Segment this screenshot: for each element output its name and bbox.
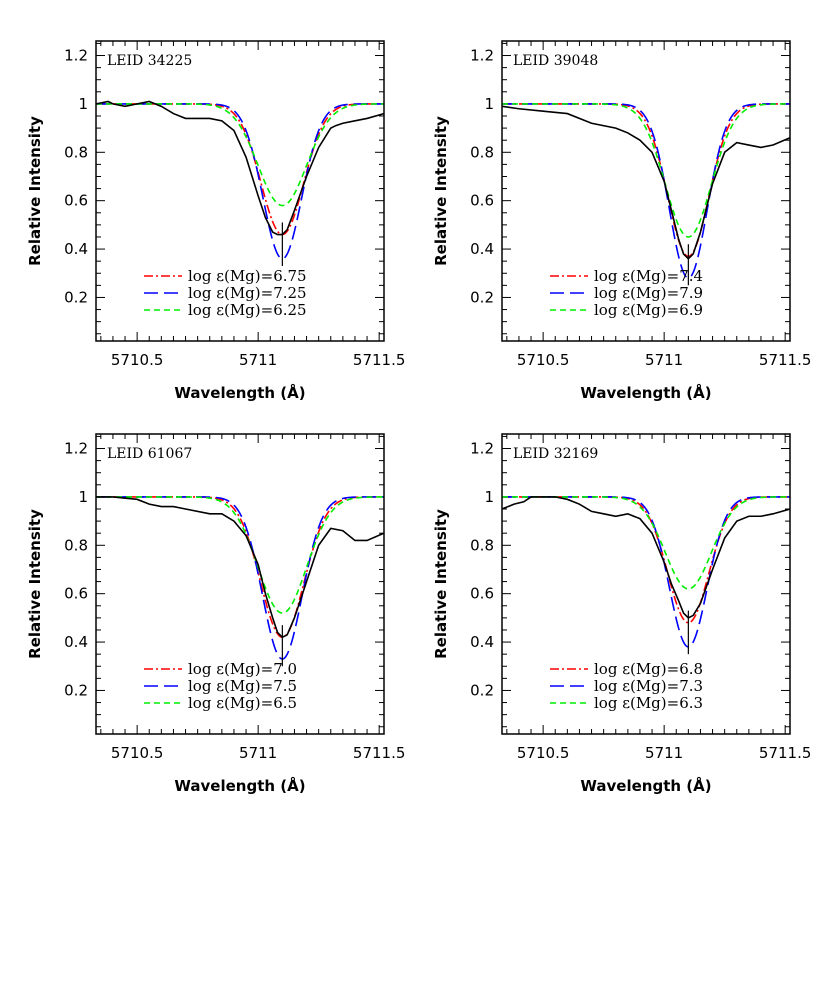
x-tick-label: 5711 — [239, 351, 277, 369]
y-tick-label: 0.8 — [64, 143, 88, 161]
observed-spectrum — [96, 496, 384, 639]
plot-frame — [95, 40, 385, 342]
y-tick-label: 0.2 — [470, 681, 494, 699]
model-curve-1 — [502, 496, 790, 624]
observed-spectrum — [502, 496, 790, 619]
model-curve-2 — [96, 496, 384, 660]
y-tick-label: 0.4 — [64, 240, 88, 258]
x-tick-label: 5711 — [645, 744, 683, 762]
x-tick-label: 5710.5 — [111, 744, 164, 762]
model-curve-1 — [96, 496, 384, 639]
y-tick-label: 1 — [78, 95, 88, 113]
legend-label-2: log ε(Mg)=7.5 — [188, 677, 297, 695]
y-tick-label: 1.2 — [470, 440, 494, 458]
model-curve-3 — [502, 496, 790, 590]
legend-label-1: log ε(Mg)=7.0 — [188, 660, 297, 678]
panel-label: LEID 39048 — [513, 53, 598, 69]
x-tick-label: 5710.5 — [517, 351, 570, 369]
y-axis-title: Relative Intensity — [26, 116, 44, 266]
model-curve-2 — [502, 496, 790, 648]
y-tick-label: 0.8 — [64, 536, 88, 554]
y-tick-label: 1 — [484, 488, 494, 506]
legend-label-2: log ε(Mg)=7.3 — [594, 677, 703, 695]
model-curve-2 — [96, 103, 384, 260]
y-tick-label: 0.6 — [64, 192, 88, 210]
plot-frame — [95, 433, 385, 735]
legend-label-2: log ε(Mg)=7.9 — [594, 284, 703, 302]
y-tick-label: 1 — [484, 95, 494, 113]
y-tick-label: 0.2 — [64, 288, 88, 306]
x-tick-label: 5710.5 — [517, 744, 570, 762]
x-tick-label: 5711.5 — [353, 744, 406, 762]
x-tick-label: 5711 — [645, 351, 683, 369]
model-curve-3 — [96, 103, 384, 207]
y-tick-label: 0.4 — [470, 240, 494, 258]
y-tick-label: 0.2 — [64, 681, 88, 699]
panel-3: 5710.5 5711 5711.5 0.2 0.4 0.6 0.8 1 1.2 Waveleng… — [26, 433, 406, 795]
panel-2: 5710.5 5711 5711.5 0.2 0.4 0.6 0.8 1 1.2 Waveleng… — [432, 40, 812, 402]
x-tick-label: 5711.5 — [353, 351, 406, 369]
panel-label: LEID 34225 — [107, 53, 192, 69]
y-tick-label: 1.2 — [64, 440, 88, 458]
x-tick-label: 5711 — [239, 744, 277, 762]
y-tick-label: 0.6 — [470, 585, 494, 603]
model-curve-3 — [96, 496, 384, 614]
y-tick-label: 1 — [78, 488, 88, 506]
y-tick-label: 0.8 — [470, 143, 494, 161]
y-tick-label: 0.2 — [470, 288, 494, 306]
y-tick-label: 0.4 — [64, 633, 88, 651]
legend-label-2: log ε(Mg)=7.25 — [188, 284, 307, 302]
x-tick-label: 5710.5 — [111, 351, 164, 369]
y-tick-label: 0.4 — [470, 633, 494, 651]
legend-label-3: log ε(Mg)=6.25 — [188, 301, 307, 319]
x-axis-title: Wavelength (Å) — [174, 383, 305, 402]
y-tick-label: 0.6 — [64, 585, 88, 603]
plot-frame — [501, 433, 791, 735]
y-axis-title: Relative Intensity — [432, 116, 450, 266]
y-axis-title: Relative Intensity — [432, 509, 450, 659]
panel-4: 5710.5 5711 5711.5 0.2 0.4 0.6 0.8 1 1.2 Waveleng… — [432, 433, 812, 795]
x-axis-title: Wavelength (Å) — [580, 776, 711, 795]
observed-spectrum — [502, 105, 790, 260]
legend-label-1: log ε(Mg)=6.75 — [188, 267, 307, 285]
model-curve-3 — [502, 103, 790, 238]
y-tick-label: 1.2 — [64, 47, 88, 65]
y-axis-title: Relative Intensity — [26, 509, 44, 659]
legend-label-1: log ε(Mg)=6.8 — [594, 660, 703, 678]
y-tick-label: 1.2 — [470, 47, 494, 65]
legend-label-1: log ε(Mg)=7.4 — [594, 267, 703, 285]
panel-label: LEID 32169 — [513, 446, 598, 462]
legend-label-3: log ε(Mg)=6.9 — [594, 301, 703, 319]
legend-label-3: log ε(Mg)=6.3 — [594, 694, 703, 712]
panel-1: 5710.5 5711 5711.5 0.2 0.4 0.6 0.8 1 1.2 Waveleng… — [26, 40, 406, 402]
legend-label-3: log ε(Mg)=6.5 — [188, 694, 297, 712]
x-axis-title: Wavelength (Å) — [174, 776, 305, 795]
y-tick-label: 0.8 — [470, 536, 494, 554]
panel-label: LEID 61067 — [107, 446, 192, 462]
y-tick-label: 0.6 — [470, 192, 494, 210]
x-tick-label: 5711.5 — [759, 351, 812, 369]
model-curve-2 — [502, 103, 790, 279]
x-tick-label: 5711.5 — [759, 744, 812, 762]
x-axis-title: Wavelength (Å) — [580, 383, 711, 402]
plot-frame — [501, 40, 791, 342]
observed-spectrum — [96, 100, 384, 236]
